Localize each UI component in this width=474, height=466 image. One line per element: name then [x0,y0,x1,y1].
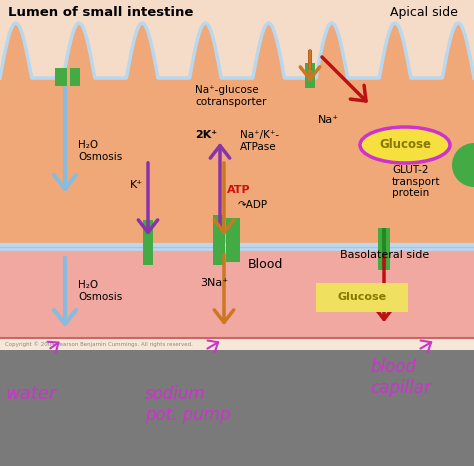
Bar [226,218,240,262]
Text: 3Na⁺: 3Na⁺ [200,278,228,288]
Bar [143,220,153,265]
Bar [55,68,67,86]
Text: GLUT-2
transport
protein: GLUT-2 transport protein [392,165,440,198]
Bar [378,228,390,270]
Text: Glucose: Glucose [337,292,387,302]
Text: water: water [5,385,56,403]
Text: Apical side: Apical side [390,6,458,19]
Circle shape [452,143,474,187]
FancyBboxPatch shape [316,283,408,312]
Text: Na⁺/K⁺-
ATPase: Na⁺/K⁺- ATPase [240,130,279,151]
Text: ATP: ATP [227,185,251,195]
Bar [305,63,315,88]
Bar [0,75,474,250]
Text: H₂O
Osmosis: H₂O Osmosis [78,280,122,302]
Text: Basolateral side: Basolateral side [340,250,429,260]
Bar [0,0,474,345]
Bar [0,0,474,78]
Text: ↷ADP: ↷ADP [238,200,268,210]
Bar [0,350,474,466]
Bar [308,50,312,70]
Bar [0,338,474,350]
Text: 2K⁺: 2K⁺ [195,130,217,140]
Bar [70,68,80,86]
Text: H₂O
Osmosis: H₂O Osmosis [78,140,122,162]
Text: K⁺: K⁺ [130,180,143,190]
Ellipse shape [360,127,450,163]
Bar [213,215,225,265]
Bar [0,245,474,340]
Text: Blood: Blood [248,258,283,271]
Text: Copyright © 2004 Pearson Benjamin Cummings. All rights reserved.: Copyright © 2004 Pearson Benjamin Cummin… [5,341,193,347]
Text: Na⁺-glucose
cotransporter: Na⁺-glucose cotransporter [195,85,266,107]
Text: blood
capillar: blood capillar [370,358,431,397]
Text: sodium
pot. pump: sodium pot. pump [145,385,230,424]
Bar [382,228,386,270]
Text: Lumen of small intestine: Lumen of small intestine [8,6,193,19]
Text: Na⁺: Na⁺ [318,115,339,125]
Text: Glucose: Glucose [379,138,431,151]
